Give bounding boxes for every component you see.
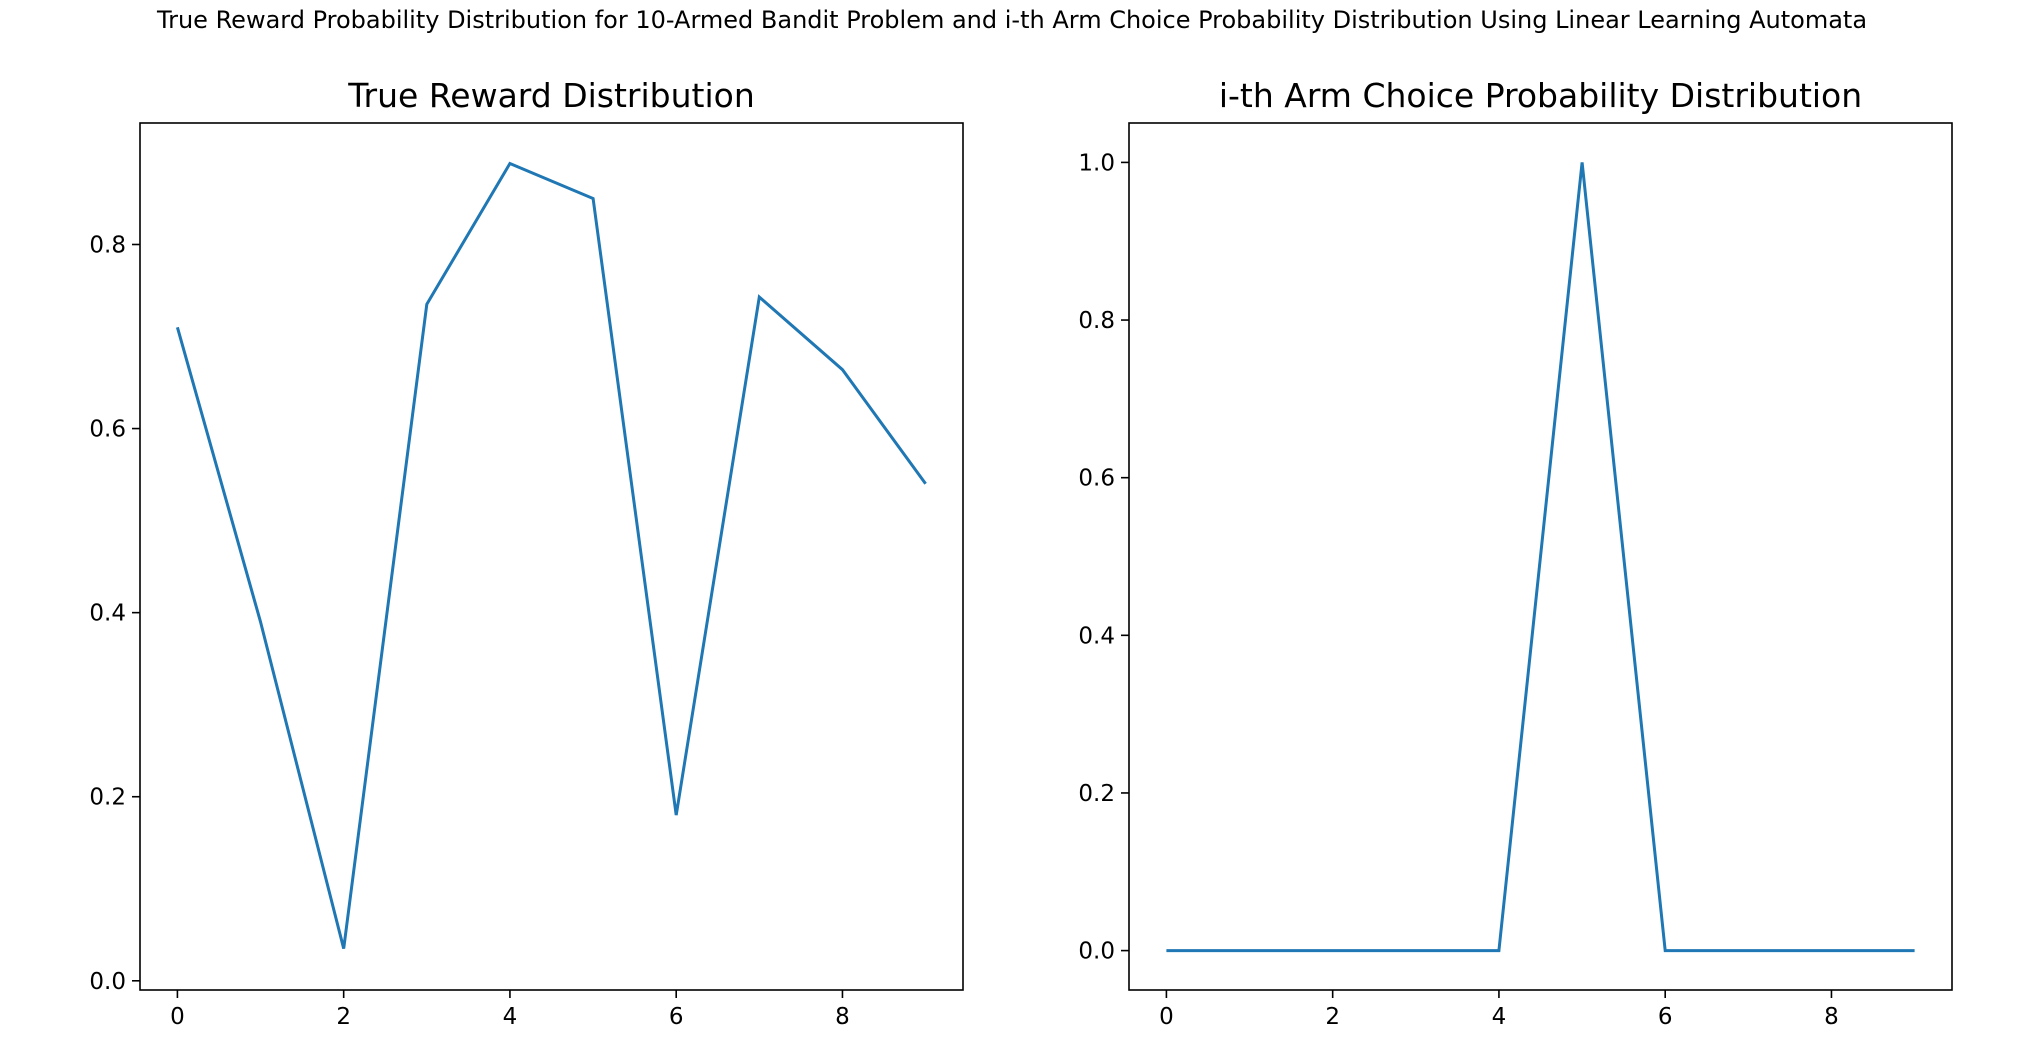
x-tick-label: 4 bbox=[503, 1004, 518, 1030]
x-tick-label: 0 bbox=[1159, 1004, 1174, 1030]
left-axes: True Reward Distribution 0 2 4 6 8 0.0 0.2 0.4 0.… bbox=[89, 76, 964, 1030]
x-tick-label: 2 bbox=[336, 1004, 351, 1030]
y-tick-label: 0.8 bbox=[1078, 308, 1115, 334]
y-tick-label: 1.0 bbox=[1078, 150, 1115, 176]
y-tick-label: 0.4 bbox=[89, 601, 126, 627]
x-tick-label: 8 bbox=[1824, 1004, 1839, 1030]
axes-title: i-th Arm Choice Probability Distribution bbox=[1219, 76, 1862, 115]
y-tick-label: 0.0 bbox=[89, 969, 126, 995]
x-tick-label: 8 bbox=[835, 1004, 850, 1030]
y-tick-label: 0.0 bbox=[1078, 939, 1115, 965]
y-tick-label: 0.6 bbox=[1078, 466, 1115, 492]
series-line bbox=[175, 161, 927, 949]
y-tick-label: 0.8 bbox=[89, 232, 126, 258]
y-tick-label: 0.2 bbox=[1078, 781, 1115, 807]
figure-suptitle: True Reward Probability Distribution for… bbox=[156, 6, 1868, 34]
axes-title: True Reward Distribution bbox=[347, 76, 755, 115]
right-axes: i-th Arm Choice Probability Distribution… bbox=[1078, 76, 1953, 1030]
y-tick-label: 0.4 bbox=[1078, 623, 1115, 649]
x-tick-label: 6 bbox=[669, 1004, 684, 1030]
axes-frame bbox=[139, 122, 964, 991]
axes-frame bbox=[1128, 122, 1953, 991]
x-tick-label: 0 bbox=[170, 1004, 185, 1030]
y-tick-label: 0.2 bbox=[89, 785, 126, 811]
x-tick-label: 6 bbox=[1658, 1004, 1673, 1030]
y-tick-label: 0.6 bbox=[89, 417, 126, 443]
x-tick-label: 2 bbox=[1325, 1004, 1340, 1030]
series-line bbox=[1166, 162, 1915, 953]
x-tick-label: 4 bbox=[1492, 1004, 1507, 1030]
